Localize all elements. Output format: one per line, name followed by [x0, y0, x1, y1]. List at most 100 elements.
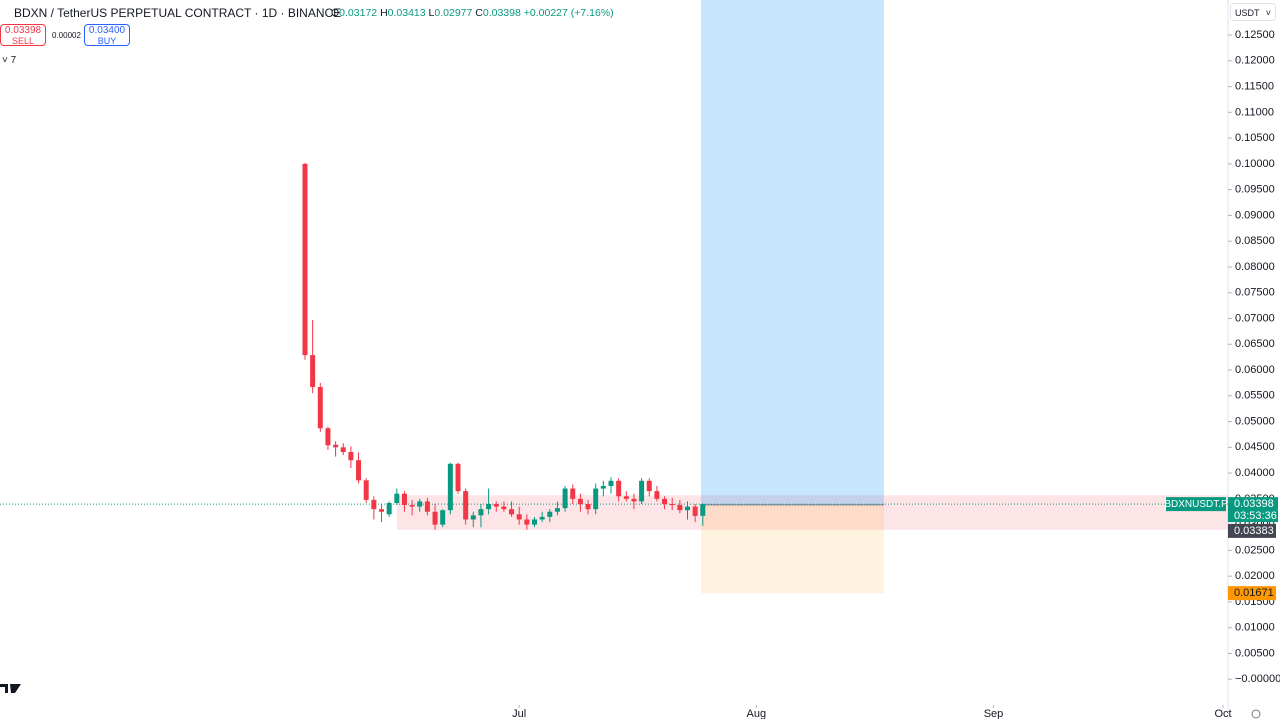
candle-body	[356, 460, 362, 481]
candle-body	[539, 516, 545, 520]
candle-body	[455, 463, 461, 492]
candle-body	[310, 355, 316, 388]
candle-body	[662, 498, 668, 505]
y-tick-label: 0.01500	[1235, 596, 1275, 608]
candle-body	[608, 480, 614, 486]
candle-body	[333, 444, 339, 448]
candle-body	[371, 499, 377, 510]
y-tick-label: 0.11000	[1235, 106, 1274, 118]
y-tick-label: 0.02500	[1235, 544, 1275, 556]
candle-body	[570, 488, 576, 499]
entry-label-bg	[1228, 523, 1276, 538]
y-tick-label: 0.08000	[1235, 261, 1275, 273]
last-price-bg	[1228, 497, 1278, 523]
countdown: 03:53:36	[1234, 510, 1277, 522]
y-tick-label: 0.05500	[1235, 390, 1275, 402]
y-tick-label: 0.04500	[1235, 441, 1275, 453]
stop-label-bg	[1228, 586, 1276, 601]
currency: USDT	[1235, 8, 1260, 18]
candle-body	[631, 498, 637, 502]
candle-body	[379, 509, 384, 512]
logo	[0, 684, 21, 693]
sell-button[interactable]: 0.03398 SELL	[0, 24, 46, 46]
sell-price: 0.03398	[4, 25, 42, 36]
y-tick-label: 0.01000	[1235, 622, 1275, 634]
ohlc-key: H	[380, 7, 388, 19]
candle-body	[562, 488, 568, 509]
ohlc-value: 0.03398	[482, 7, 521, 19]
candle-body	[325, 428, 331, 446]
stop-label: 0.01671	[1234, 587, 1274, 599]
y-tick-label: 0.03500	[1235, 493, 1275, 505]
ohlc-key: O	[331, 7, 340, 19]
zone	[397, 495, 1228, 530]
y-tick-label: 0.07000	[1235, 312, 1275, 324]
x-tick-label: Oct	[1214, 708, 1231, 719]
candle-body	[409, 505, 415, 507]
buy-price: 0.03400	[88, 25, 126, 36]
candle-body	[478, 509, 484, 516]
ohlc-value: 0.03413	[387, 7, 426, 19]
indicator-count: 7	[10, 55, 17, 66]
candle-body	[470, 515, 476, 520]
candle-body	[577, 498, 583, 505]
candle-body	[386, 502, 392, 515]
last-price-label: 0.03398	[1234, 498, 1274, 510]
settings-icon[interactable]	[1251, 709, 1261, 719]
candle-body	[585, 504, 591, 510]
candle-body	[432, 511, 438, 525]
candle-body	[600, 485, 606, 489]
y-tick-label: 0.06500	[1235, 338, 1275, 350]
indicator-toggle[interactable]: ˅ 7	[2, 55, 17, 66]
candle-body	[593, 488, 599, 510]
candle-body	[654, 491, 660, 499]
y-tick-label: 0.07500	[1235, 287, 1275, 299]
x-tick-label: Aug	[747, 708, 767, 719]
x-tick-label: Sep	[984, 708, 1004, 719]
candle-body	[532, 519, 537, 525]
symbol-title[interactable]: BDXN / TetherUS PERPETUAL CONTRACT · 1D …	[14, 6, 342, 20]
x-tick-label: Jul	[512, 708, 526, 719]
candle-body	[424, 501, 430, 512]
candle-body	[363, 480, 369, 500]
candle-body	[547, 511, 553, 517]
candle-body	[646, 480, 652, 492]
buy-button[interactable]: 0.03400 BUY	[84, 24, 130, 46]
y-tick-label: −0.00000	[1235, 673, 1280, 685]
candle-body	[685, 506, 690, 511]
candle-body	[447, 463, 453, 511]
candle-body	[486, 504, 492, 510]
candle-body	[692, 506, 698, 516]
candle-body	[493, 504, 499, 507]
y-tick-label: 0.04000	[1235, 467, 1275, 479]
symbol-tag-bg	[1166, 497, 1226, 512]
candle-body	[302, 163, 308, 356]
candle-body	[340, 447, 346, 452]
entry-label: 0.03383	[1234, 525, 1274, 537]
ohlc-change: +0.00227 (+7.16%)	[523, 7, 614, 19]
y-tick-label: 0.02000	[1235, 570, 1275, 582]
y-tick-label: 0.06000	[1235, 364, 1275, 376]
ohlc-key: L	[428, 7, 435, 19]
candle-body	[394, 493, 400, 503]
candle-body	[669, 504, 675, 506]
candle-body	[623, 496, 629, 499]
symbol-tag: BDXNUSDT.P	[1164, 499, 1228, 510]
candle-body	[700, 504, 706, 516]
y-tick-label: 0.12500	[1235, 29, 1275, 41]
ohlc-value: 0.03172	[339, 7, 378, 19]
candle-body	[554, 508, 560, 512]
currency-select[interactable]: USDT ˅	[1230, 3, 1276, 21]
y-tick-label: 0.09500	[1235, 184, 1275, 196]
y-tick-label: 0.00500	[1235, 647, 1275, 659]
candle-body	[616, 480, 622, 497]
y-tick-label: 0.03000	[1235, 519, 1275, 531]
candle-body	[509, 509, 515, 515]
candle-body	[317, 387, 323, 429]
candle-body	[417, 501, 423, 507]
sell-label: SELL	[11, 36, 35, 46]
candle-body	[639, 480, 645, 502]
candle-body	[501, 506, 507, 510]
